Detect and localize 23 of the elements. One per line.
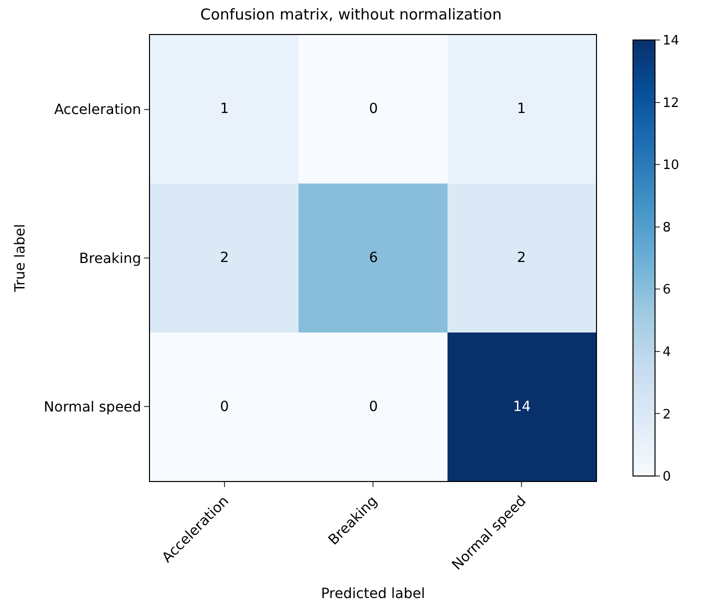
- color-bar-label: 2: [662, 407, 671, 422]
- data-label: 2: [220, 250, 229, 266]
- color-bar-label: 6: [662, 282, 671, 298]
- data-label: 0: [369, 399, 378, 415]
- x-axis-title: Predicted label: [320, 586, 426, 602]
- y-tick-label: Acceleration: [54, 102, 142, 118]
- data-label: 1: [220, 101, 229, 117]
- data-label: 0: [369, 101, 378, 117]
- data-label: 6: [369, 250, 378, 266]
- data-label: 0: [220, 399, 229, 415]
- y-tick-label: Breaking: [79, 250, 142, 267]
- data-label: 14: [513, 399, 531, 415]
- data-label: 2: [517, 250, 526, 266]
- color-bar-label: 10: [662, 158, 680, 174]
- y-axis-title: True label: [12, 224, 28, 294]
- y-tick-label: Normal speed: [44, 400, 142, 416]
- color-bar-label: 0: [662, 470, 671, 485]
- data-label: 1: [517, 101, 526, 117]
- color-bar-label: 14: [662, 34, 680, 49]
- color-bar-label: 8: [662, 220, 671, 236]
- chart-title: Confusion matrix, without normalization: [200, 6, 502, 24]
- color-bar-label: 4: [662, 344, 671, 360]
- color-bar-label: 12: [662, 96, 680, 111]
